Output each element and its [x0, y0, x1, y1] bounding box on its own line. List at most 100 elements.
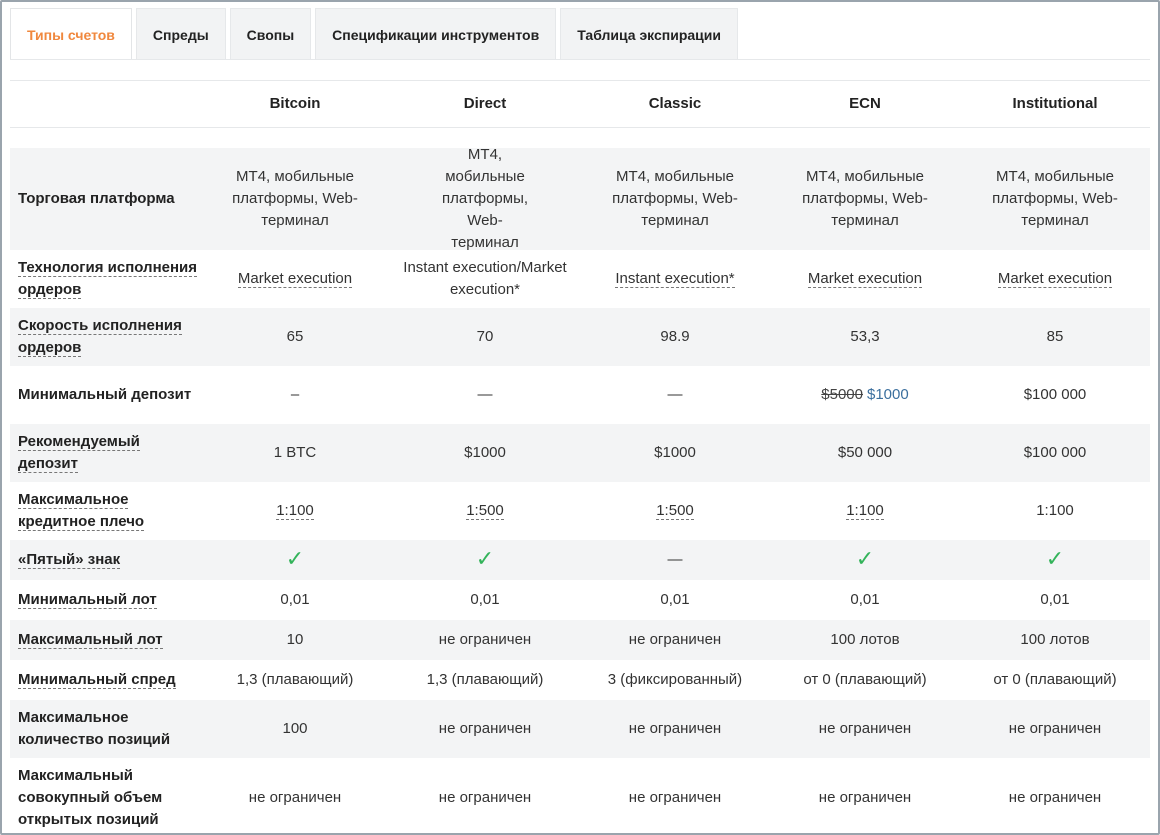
leverage-bitcoin-tooltip[interactable]: 1:100 [276, 502, 314, 520]
tab-divider [10, 59, 1150, 60]
cell-rec-deposit-bitcoin: 1 BTC [273, 444, 317, 461]
table-row-rec-deposit: Рекомендуемый депозит 1 BTC $1000 $1000 … [10, 424, 1150, 482]
cell-max-lot-direct: не ограничен [438, 631, 532, 648]
cell-max-positions-direct: не ограничен [438, 720, 532, 737]
cell-min-lot-bitcoin: 0,01 [280, 591, 310, 608]
cell-max-lot-ecn: 100 лотов [830, 631, 900, 648]
table-row-leverage: Максимальное кредитное плечо 1:100 1:500… [10, 482, 1150, 540]
execution-ecn-tooltip[interactable]: Market execution [807, 270, 923, 288]
cell-execution-bitcoin: Market execution [200, 268, 390, 290]
table-row-max-lot: Максимальный лот 10 не ограничен не огра… [10, 620, 1150, 660]
cell-platform-bitcoin: MT4, мобильные платформы, Web-терминал [232, 168, 358, 229]
min-spread-label-text[interactable]: Минимальный спред [18, 671, 176, 689]
min-lot-label-text[interactable]: Минимальный лот [18, 591, 157, 609]
leverage-label-text[interactable]: Максимальное кредитное плечо [18, 491, 145, 531]
table-row-speed: Скорость исполнения ордеров 65 70 98.9 5… [10, 308, 1150, 366]
row-label-leverage: Максимальное кредитное плечо [10, 489, 200, 533]
execution-bitcoin-tooltip[interactable]: Market execution [237, 270, 353, 288]
column-header-institutional: Institutional [1012, 95, 1098, 112]
cell-min-spread-bitcoin: 1,3 (плавающий) [236, 671, 354, 688]
check-icon: ✓ [285, 545, 305, 571]
tab-account-types[interactable]: Типы счетов [10, 8, 132, 60]
cell-leverage-ecn: 1:100 [770, 500, 960, 522]
row-label-max-volume: Максимальный совокупный объем открытых п… [18, 767, 163, 828]
ecn-new-deposit: $1000 [867, 386, 909, 403]
cell-max-volume-institutional: не ограничен [1008, 789, 1102, 806]
column-header-ecn: ECN [849, 95, 881, 112]
cell-min-deposit-bitcoin: – [290, 386, 300, 403]
row-label-max-lot: Максимальный лот [10, 629, 200, 651]
cell-max-lot-institutional: 100 лотов [1020, 631, 1090, 648]
check-icon: ✓ [855, 545, 875, 571]
column-header-classic: Classic [648, 95, 702, 112]
row-label-min-spread: Минимальный спред [10, 669, 200, 691]
cell-min-spread-direct: 1,3 (плавающий) [426, 671, 544, 688]
cell-speed-direct: 70 [476, 328, 494, 345]
cell-speed-institutional: 85 [1046, 328, 1064, 345]
cell-fifth-digit-classic: — [667, 551, 683, 568]
cell-min-lot-classic: 0,01 [660, 591, 690, 608]
cell-platform-institutional: MT4, мобильные платформы, Web-терминал [992, 168, 1118, 229]
tab-swaps[interactable]: Свопы [229, 8, 312, 60]
column-header-direct: Direct [463, 95, 507, 112]
row-label-platform: Торговая платформа [18, 190, 175, 207]
row-label-rec-deposit: Рекомендуемый депозит [10, 431, 200, 475]
cell-fifth-digit-institutional: ✓ [960, 545, 1150, 573]
cell-max-volume-classic: не ограничен [628, 789, 722, 806]
cell-min-spread-institutional: от 0 (плавающий) [993, 671, 1117, 688]
cell-execution-classic: Instant execution* [580, 268, 770, 290]
row-label-min-lot: Минимальный лот [10, 589, 200, 611]
execution-classic-tooltip[interactable]: Instant execution* [615, 270, 735, 288]
tab-spreads[interactable]: Спреды [135, 8, 226, 60]
cell-leverage-institutional: 1:100 [1036, 502, 1074, 519]
table-spacer [10, 128, 1150, 148]
cell-rec-deposit-direct: $1000 [464, 444, 506, 461]
cell-execution-direct: Instant execution/Market execution* [403, 259, 567, 298]
rec-deposit-label-text[interactable]: Рекомендуемый депозит [18, 433, 140, 473]
table-row-max-volume: Максимальный совокупный объем открытых п… [10, 758, 1150, 833]
row-label-fifth-digit: «Пятый» знак [10, 549, 200, 571]
ecn-old-deposit: $5000 [821, 386, 863, 403]
cell-max-positions-bitcoin: 100 [282, 720, 308, 737]
cell-rec-deposit-ecn: $50 000 [837, 444, 893, 461]
table-row-min-lot: Минимальный лот 0,01 0,01 0,01 0,01 0,01 [10, 580, 1150, 620]
table-row-max-positions: Максимальное количество позиций 100 не о… [10, 700, 1150, 758]
cell-min-lot-direct: 0,01 [470, 591, 500, 608]
leverage-ecn-tooltip[interactable]: 1:100 [846, 502, 884, 520]
table-header-row: Bitcoin Direct Classic ECN Institutional [10, 80, 1150, 128]
cell-platform-classic: MT4, мобильные платформы, Web-терминал [612, 168, 738, 229]
cell-execution-institutional: Market execution [960, 268, 1150, 290]
cell-rec-deposit-classic: $1000 [654, 444, 696, 461]
leverage-classic-tooltip[interactable]: 1:500 [656, 502, 694, 520]
fifth-digit-label-text[interactable]: «Пятый» знак [18, 551, 121, 569]
tab-expiration-table[interactable]: Таблица экспирации [560, 8, 739, 60]
execution-institutional-tooltip[interactable]: Market execution [997, 270, 1113, 288]
cell-leverage-bitcoin: 1:100 [200, 500, 390, 522]
table-row-execution: Технология исполнения ордеров Market exe… [10, 250, 1150, 308]
table-row-min-spread: Минимальный спред 1,3 (плавающий) 1,3 (п… [10, 660, 1150, 700]
row-label-speed: Скорость исполнения ордеров [10, 315, 200, 359]
row-label-max-positions: Максимальное количество позиций [18, 709, 171, 748]
column-header-bitcoin: Bitcoin [269, 95, 321, 112]
tab-instrument-specs[interactable]: Спецификации инструментов [315, 8, 557, 60]
max-lot-label-text[interactable]: Максимальный лот [18, 631, 163, 649]
cell-min-deposit-institutional: $100 000 [1023, 386, 1087, 403]
tab-bar: Типы счетов Спреды Свопы Спецификации ин… [10, 8, 739, 60]
cell-rec-deposit-institutional: $100 000 [1023, 444, 1087, 461]
speed-label-text[interactable]: Скорость исполнения ордеров [18, 317, 182, 357]
cell-min-spread-classic: 3 (фиксированный) [607, 671, 743, 688]
cell-min-deposit-direct: — [477, 386, 493, 403]
leverage-direct-tooltip[interactable]: 1:500 [466, 502, 504, 520]
table-row-platform: Торговая платформа MT4, мобильные платфо… [10, 146, 1150, 251]
cell-min-spread-ecn: от 0 (плавающий) [803, 671, 927, 688]
cell-fifth-digit-direct: ✓ [390, 547, 580, 573]
row-label-min-deposit: Минимальный депозит [18, 386, 192, 403]
cell-execution-ecn: Market execution [770, 268, 960, 290]
check-icon: ✓ [1045, 545, 1065, 571]
cell-fifth-digit-ecn: ✓ [770, 545, 960, 573]
cell-fifth-digit-bitcoin: ✓ [200, 545, 390, 573]
cell-speed-bitcoin: 65 [286, 328, 304, 345]
cell-leverage-direct: 1:500 [390, 500, 580, 522]
cell-min-lot-ecn: 0,01 [850, 591, 880, 608]
